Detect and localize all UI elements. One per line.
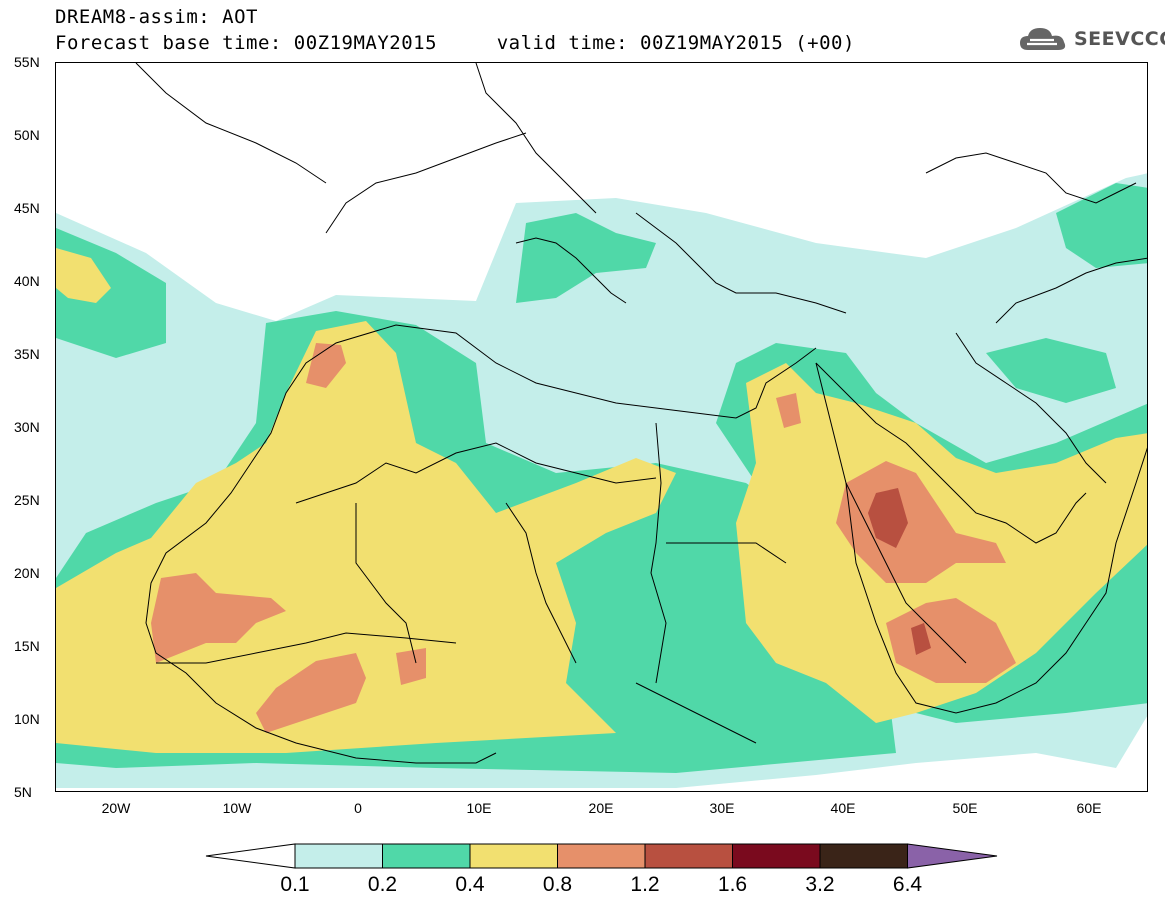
logo-text: SEEVCCC — [1074, 28, 1165, 50]
colorbar-level-label: 1.2 — [630, 873, 660, 896]
lat-tick-label: 25N — [14, 492, 40, 508]
lon-tick-label: 40E — [830, 800, 856, 816]
colorbar-swatch — [819, 843, 908, 869]
aot-level-0.8-area — [151, 343, 1016, 733]
colorbar-swatch — [469, 843, 558, 869]
colorbar-min-arrow — [205, 843, 296, 869]
lat-tick-label: 5N — [14, 784, 32, 800]
lon-tick-label: 10W — [222, 800, 252, 816]
lat-tick-label: 15N — [14, 638, 40, 654]
lat-tick-label: 20N — [14, 565, 40, 581]
map-title: DREAM8-assim: AOT — [55, 6, 258, 28]
lon-tick-label: 20W — [101, 800, 131, 816]
colorbar-level-label: 0.2 — [367, 873, 398, 896]
colorbar-swatch — [294, 843, 383, 869]
forecast-time-subtitle: Forecast base time: 00Z19MAY2015 valid t… — [55, 32, 855, 54]
colorbar-swatch — [382, 843, 471, 869]
colorbar-swatch — [732, 843, 821, 869]
lon-tick-label: 30E — [709, 800, 735, 816]
lat-tick-label: 40N — [14, 273, 40, 289]
lon-tick-label: 0 — [354, 800, 362, 816]
aot-map — [55, 62, 1148, 792]
colorbar-swatch — [644, 843, 733, 869]
colorbar-level-label: 6.4 — [892, 873, 923, 896]
colorbar-max-arrow — [907, 843, 998, 869]
colorbar-level-label: 3.2 — [805, 873, 835, 896]
lat-tick-label: 35N — [14, 346, 40, 362]
colorbar-level-label: 0.1 — [280, 873, 310, 896]
lon-tick-label: 10E — [466, 800, 492, 816]
lon-tick-label: 60E — [1076, 800, 1102, 816]
aot-level-1.2-area — [868, 488, 931, 655]
colorbar — [205, 843, 998, 869]
lon-tick-label: 20E — [588, 800, 614, 816]
lat-tick-label: 45N — [14, 200, 40, 216]
lon-tick-label: 50E — [952, 800, 978, 816]
lat-tick-label: 10N — [14, 711, 40, 727]
cloud-icon — [1020, 28, 1066, 50]
seevccc-logo: SEEVCCC — [1018, 22, 1165, 56]
coastlines-borders — [135, 63, 1147, 764]
colorbar-level-label: 0.4 — [455, 873, 485, 896]
colorbar-level-label: 1.6 — [717, 873, 748, 896]
colorbar-swatch — [557, 843, 646, 869]
lat-tick-label: 50N — [14, 127, 40, 143]
aot-contour-map — [56, 63, 1147, 788]
lat-tick-label: 30N — [14, 419, 40, 435]
lat-tick-label: 55N — [14, 54, 40, 70]
colorbar-level-label: 0.8 — [542, 873, 573, 896]
